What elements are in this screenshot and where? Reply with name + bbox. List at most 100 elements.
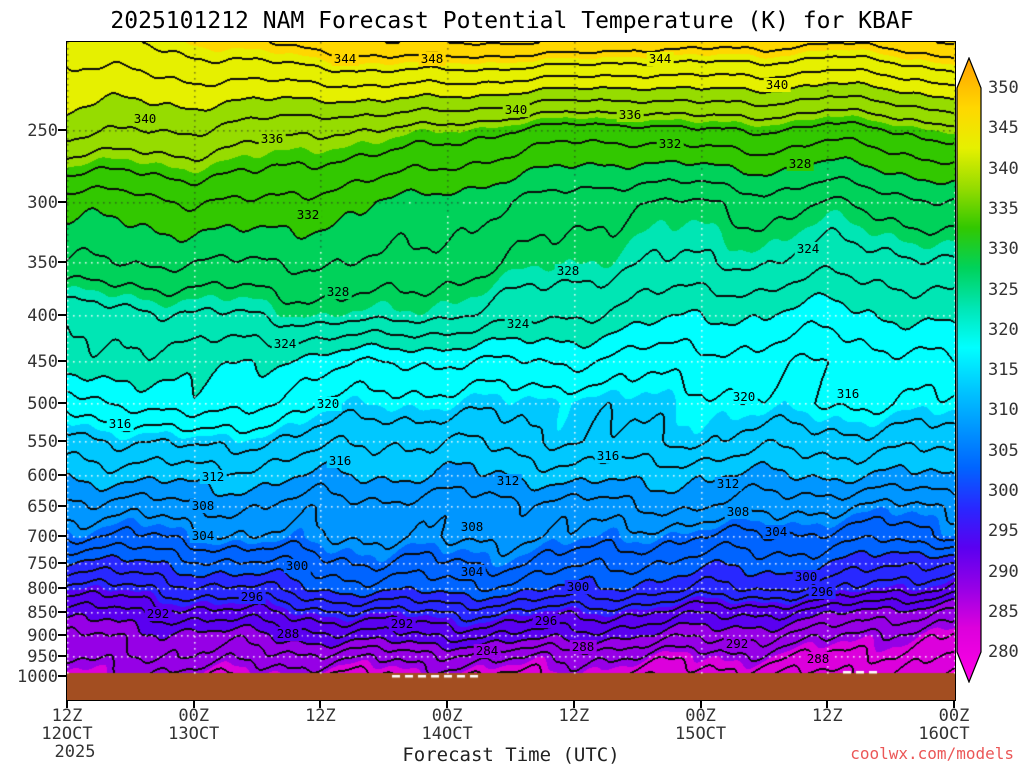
colorbar-tick-label: 345 (988, 118, 1019, 139)
contour-label: 296 (532, 613, 560, 628)
y-axis-tick-label: 600 (27, 465, 58, 486)
y-axis-tick-label: 850 (27, 603, 58, 624)
contour-label: 324 (271, 336, 299, 351)
contour-label: 316 (834, 386, 862, 401)
y-tick-mark (58, 314, 66, 317)
x-axis-date-label: 14OCT (421, 724, 473, 744)
contour-label: 312 (494, 473, 522, 488)
y-tick-mark (58, 261, 66, 264)
y-tick-mark (58, 439, 66, 442)
y-axis-tick-label: 750 (27, 553, 58, 574)
contour-label: 328 (786, 156, 814, 171)
x-axis-tick-label: 12Z (305, 706, 336, 726)
contour-label: 324 (794, 241, 822, 256)
x-tick-mark (66, 700, 68, 708)
contour-label: 300 (564, 579, 592, 594)
contour-label: 292 (388, 616, 416, 631)
y-tick-mark (58, 505, 66, 508)
contour-label: 332 (656, 136, 684, 151)
x-axis-date-label: 12OCT (41, 724, 93, 744)
contour-label: 308 (189, 498, 217, 513)
y-axis-tick-label: 1000 (17, 667, 58, 688)
y-axis-tick-label: 700 (27, 526, 58, 547)
y-tick-mark (58, 654, 66, 657)
contour-label: 344 (646, 51, 674, 66)
colorbar-tick-label: 335 (988, 198, 1019, 219)
y-axis-tick-label: 300 (27, 192, 58, 213)
x-axis-date-label: 16OCT (918, 724, 970, 744)
x-tick-mark (572, 700, 575, 708)
colorbar-tick-label: 300 (988, 481, 1019, 501)
contour-label: 296 (238, 589, 266, 604)
x-axis-tick-label: 00Z (431, 706, 463, 726)
x-axis-tick-label: 00Z (178, 706, 210, 726)
contour-label: 312 (199, 469, 227, 484)
contour-label: 316 (106, 416, 134, 431)
y-tick-mark (58, 473, 66, 476)
contour-label: 336 (616, 107, 644, 122)
page-title: 2025101212 NAM Forecast Potential Temper… (110, 8, 914, 34)
x-tick-mark (699, 700, 702, 708)
y-axis-tick-label: 350 (27, 253, 58, 274)
contour-label: 288 (274, 626, 302, 641)
contour-label: 328 (324, 284, 352, 299)
contour-label: 288 (569, 639, 597, 654)
y-tick-mark (58, 675, 66, 678)
y-tick-mark (58, 587, 66, 590)
contour-label: 304 (762, 524, 790, 539)
contour-label: 316 (594, 448, 622, 463)
y-tick-mark (58, 200, 66, 203)
contour-label: 344 (331, 51, 359, 66)
y-tick-mark (58, 360, 66, 363)
y-axis-tick-label: 950 (27, 646, 58, 667)
contour-label: 324 (504, 316, 532, 331)
contour-label: 312 (714, 476, 742, 491)
x-axis-tick-label: 00Z (685, 706, 716, 726)
colorbar-tick-label: 310 (988, 400, 1019, 421)
y-axis-tick-label: 900 (27, 625, 58, 646)
colorbar-tick-label: 325 (988, 279, 1019, 300)
x-tick-mark (446, 700, 449, 708)
contour-label: 316 (326, 453, 354, 468)
x-axis-date-label: 13OCT (168, 724, 220, 744)
y-axis-tick-label: 250 (27, 120, 58, 141)
y-tick-mark (58, 128, 66, 131)
x-axis-tick-label: 00Z (938, 706, 970, 726)
contour-label: 284 (473, 643, 501, 658)
x-axis-title: Forecast Time (UTC) (402, 744, 620, 766)
y-axis-tick-label: 800 (27, 579, 58, 600)
contour-plot-canvas (67, 42, 955, 700)
colorbar-gradient (956, 57, 982, 683)
contour-label: 300 (792, 569, 820, 584)
y-axis-tick-label: 550 (27, 431, 58, 452)
x-axis-tick-label: 12Z (811, 706, 843, 726)
x-axis-date-label: 15OCT (674, 724, 727, 744)
y-axis-tick-label: 450 (27, 352, 58, 373)
colorbar-tick-label: 330 (988, 239, 1019, 260)
contour-label: 300 (283, 558, 311, 573)
colorbar-tick-label: 295 (988, 521, 1019, 542)
contour-label: 292 (144, 606, 172, 621)
x-axis-tick-label: 12Z (558, 706, 590, 726)
y-axis-tick-label: 650 (27, 497, 58, 518)
y-tick-mark (58, 401, 66, 404)
contour-label: 328 (554, 263, 582, 278)
contour-label: 288 (804, 651, 832, 666)
x-tick-mark (192, 700, 195, 708)
x-axis-year-label: 2025 (54, 742, 96, 762)
x-tick-mark (826, 700, 829, 708)
contour-label: 340 (502, 102, 530, 117)
contour-label: 296 (808, 584, 836, 599)
y-tick-mark (58, 534, 66, 537)
contour-label: 340 (131, 111, 159, 126)
contour-label: 304 (189, 528, 217, 543)
colorbar-tick-label: 340 (988, 158, 1019, 179)
y-tick-mark (58, 561, 66, 564)
y-axis-tick-label: 400 (27, 306, 58, 327)
contour-label: 320 (314, 396, 342, 411)
contour-label: 304 (458, 564, 486, 579)
x-axis-tick-label: 12Z (51, 706, 83, 726)
colorbar-tick-label: 305 (988, 440, 1019, 461)
colorbar-tick-label: 280 (988, 642, 1019, 663)
